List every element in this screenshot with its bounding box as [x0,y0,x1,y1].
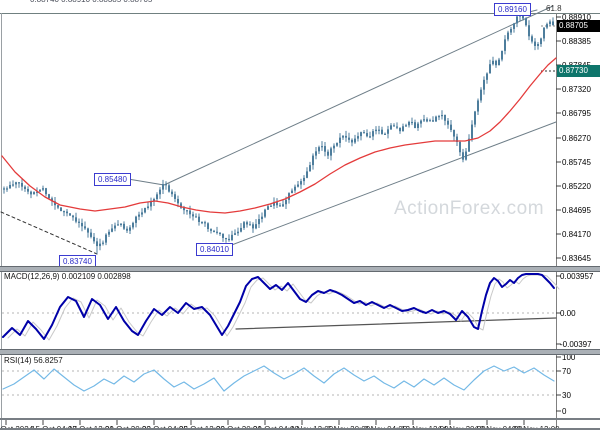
current-price-badge: 0.88705 [557,20,600,32]
marked-level-badge: 0.87730 [557,65,600,77]
watermark: ActionForex.com [394,198,545,219]
chart-header-clipped-text: 0.88740 0.88910 0.88385 0.88705 [30,0,152,4]
bottom-edge [0,428,600,430]
panel-divider[interactable] [0,349,600,355]
time-axis-divider [0,418,600,420]
panel-divider[interactable] [0,266,600,272]
rsi-indicator-label: RSI(14) 56.8257 [4,356,63,365]
macd-indicator-label: MACD(12,26,9) 0.002109 0.002898 [4,272,131,281]
